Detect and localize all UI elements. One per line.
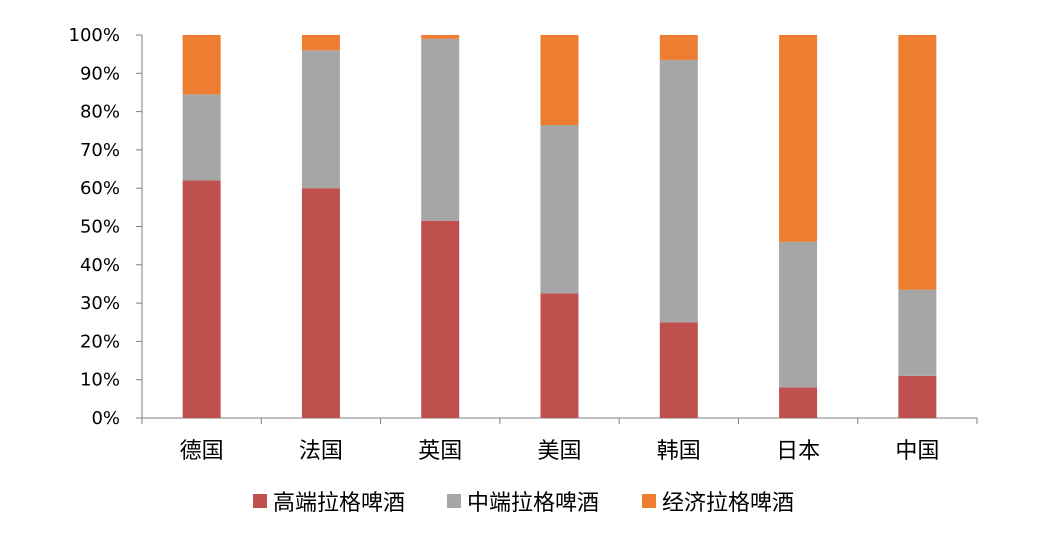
bar-segment (301, 50, 340, 189)
y-tick-label: 80% (80, 102, 120, 123)
bar-segment (540, 293, 579, 418)
bar-segment (779, 35, 818, 242)
legend-label: 高端拉格啤酒 (273, 491, 405, 516)
y-tick-label: 50% (80, 217, 120, 238)
bar-segment (659, 322, 698, 418)
bar-segment (421, 38, 460, 221)
x-category-label: 美国 (537, 439, 581, 464)
y-tick-label: 40% (80, 255, 120, 276)
bar-segment (182, 35, 221, 95)
y-tick-label: 30% (80, 293, 120, 314)
y-tick-label: 20% (80, 331, 120, 352)
legend-item: 高端拉格啤酒 (253, 491, 405, 516)
bar-segment (182, 94, 221, 181)
bar-segment (898, 375, 937, 418)
legend-item: 中端拉格啤酒 (447, 491, 599, 516)
bar-segment (421, 35, 460, 39)
bar-segment (779, 241, 818, 388)
bar-segment (540, 125, 579, 294)
axes: 0% 10% 20% 30% 40% 50% 60% 70% 80% 90% 100% (69, 25, 978, 429)
bar-segment (540, 35, 579, 126)
y-tick-label: 100% (69, 25, 120, 46)
legend-swatch (642, 494, 656, 508)
bars (182, 35, 937, 418)
legend-item: 经济拉格啤酒 (642, 491, 794, 516)
bar-segment (421, 220, 460, 418)
legend-label: 经济拉格啤酒 (662, 491, 794, 516)
bar-segment (898, 289, 937, 376)
y-tick-label: 70% (80, 140, 120, 161)
category-labels: 德国 法国 英国 美国 韩国 日本 中国 (180, 439, 940, 464)
y-tick-label: 60% (80, 178, 120, 199)
y-tick-label: 90% (80, 63, 120, 84)
y-tick-label: 0% (91, 408, 120, 429)
bar-segment (182, 180, 221, 418)
legend-swatch (253, 494, 267, 508)
x-category-label: 德国 (180, 439, 224, 464)
x-category-label: 法国 (299, 439, 343, 464)
x-category-label: 英国 (418, 439, 462, 464)
bar-segment (659, 35, 698, 60)
x-category-label: 韩国 (657, 439, 701, 464)
bar-segment (779, 387, 818, 418)
bar-segment (659, 59, 698, 323)
bar-segment (301, 188, 340, 418)
bar-segment (301, 35, 340, 51)
x-category-label: 中国 (895, 439, 939, 464)
legend-swatch (447, 494, 461, 508)
legend: 高端拉格啤酒 中端拉格啤酒 经济拉格啤酒 (253, 491, 794, 516)
bar-segment (898, 35, 937, 290)
y-tick-label: 10% (80, 370, 120, 391)
x-category-label: 日本 (776, 439, 820, 464)
legend-label: 中端拉格啤酒 (467, 491, 599, 516)
